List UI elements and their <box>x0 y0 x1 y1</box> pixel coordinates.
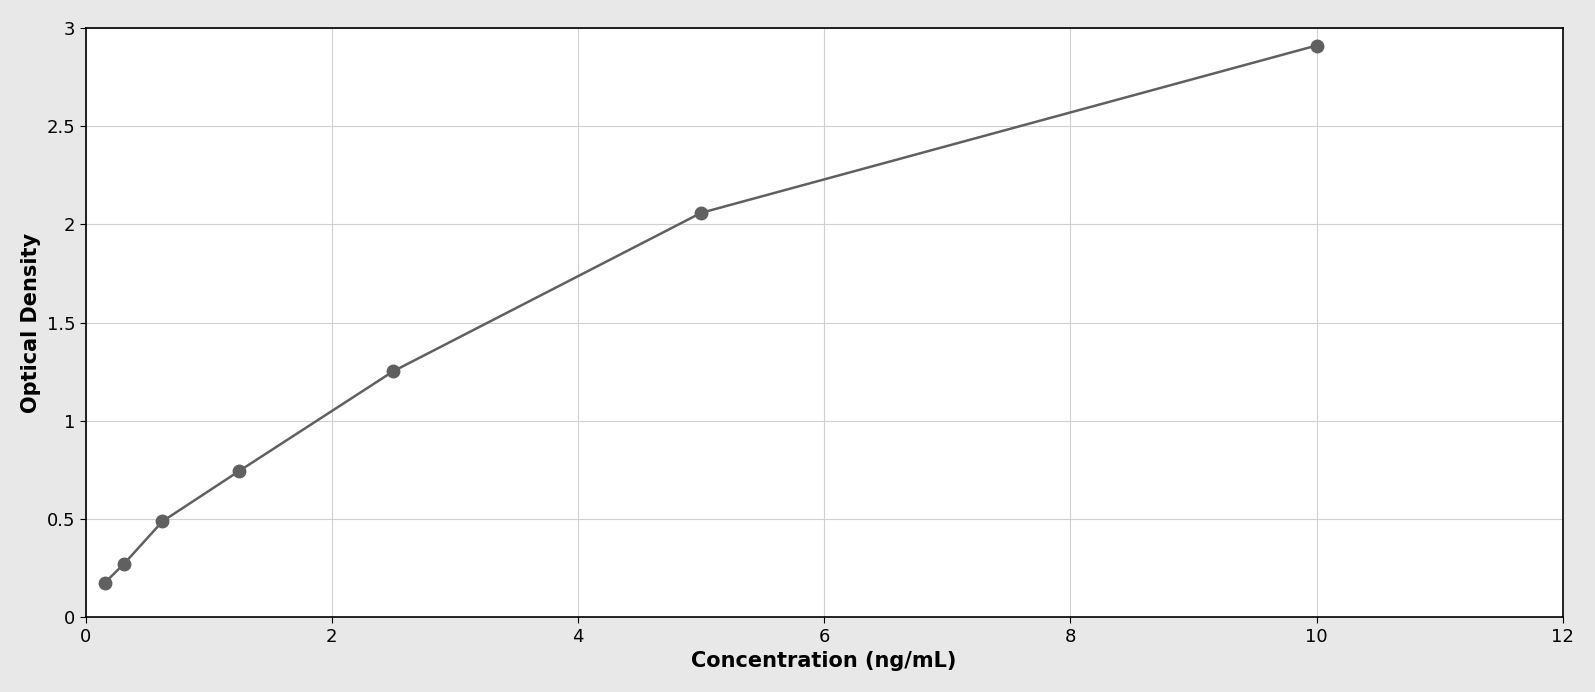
Point <box>226 465 252 476</box>
Point <box>93 577 118 588</box>
Point <box>1303 40 1329 51</box>
X-axis label: Concentration (ng/mL): Concentration (ng/mL) <box>692 651 957 671</box>
Y-axis label: Optical Density: Optical Density <box>21 233 41 412</box>
Point <box>112 558 137 570</box>
Point <box>689 208 715 219</box>
Point <box>150 516 175 527</box>
Point <box>381 365 407 376</box>
